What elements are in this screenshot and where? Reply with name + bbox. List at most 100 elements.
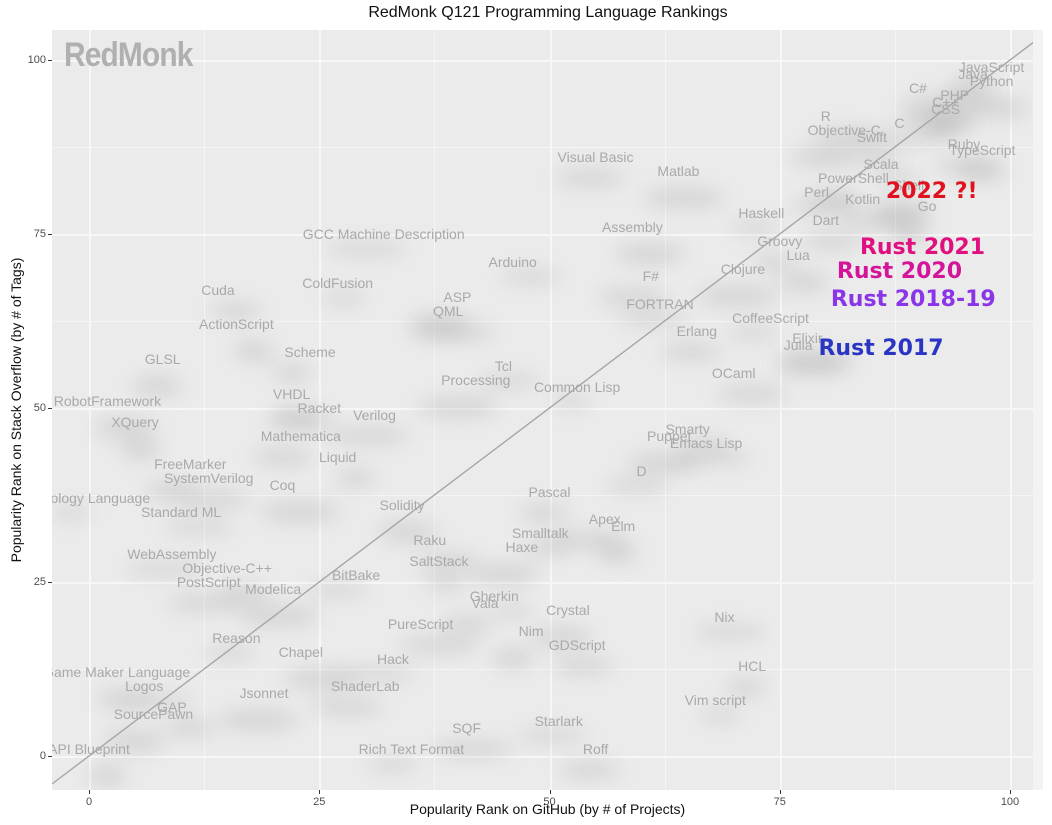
- language-label: SaltStack: [409, 553, 469, 570]
- density-blob: [518, 503, 569, 522]
- density-blob: [492, 603, 533, 618]
- x-tick-label: 0: [85, 796, 93, 808]
- gridline-horizontal: [52, 234, 1043, 236]
- plot-panel: RedMonk JavaScript Java Python C# PHP C++ CSS R…: [52, 30, 1043, 790]
- density-blob: [726, 677, 767, 696]
- rust-annotation: Rust 2020: [836, 259, 963, 285]
- language-label: Processing: [441, 372, 511, 389]
- reference-diagonal-line: [52, 34, 1043, 785]
- language-label: Dart: [812, 212, 840, 229]
- density-blob: [125, 562, 206, 577]
- language-label: Ontology Language: [52, 490, 151, 507]
- language-label: Liquid: [318, 448, 357, 465]
- language-label: Lua: [786, 246, 810, 263]
- language-label: PowerShell: [818, 170, 889, 187]
- language-label: JavaScript: [958, 58, 1025, 75]
- y-tick-mark: [48, 582, 52, 583]
- density-blob: [727, 325, 778, 340]
- language-label: Swift: [856, 128, 888, 145]
- language-label: Tcl: [494, 358, 512, 375]
- density-blob: [308, 583, 369, 598]
- density-blob: [553, 656, 614, 675]
- language-label: Puppet: [647, 427, 692, 444]
- gridline-horizontal: [52, 495, 1043, 496]
- density-blob: [500, 269, 561, 284]
- language-label: Python: [969, 72, 1014, 89]
- density-blob: [167, 594, 238, 612]
- density-blob: [368, 757, 419, 772]
- language-label: GLSL: [144, 351, 181, 368]
- x-tick-mark: [89, 790, 90, 794]
- density-blob: [919, 117, 960, 140]
- density-blob: [926, 116, 977, 131]
- panel-edge: [1033, 30, 1043, 790]
- language-label: Perl: [804, 184, 830, 201]
- density-blob: [335, 468, 376, 487]
- density-blob: [531, 625, 592, 648]
- language-label: Haskell: [738, 205, 785, 222]
- density-blob: [468, 563, 539, 586]
- gridline-vertical: [434, 30, 436, 790]
- density-blob: [325, 242, 406, 256]
- redmonk-watermark: RedMonk: [64, 36, 193, 74]
- language-label: Verilog: [353, 406, 396, 423]
- language-label: XQuery: [111, 413, 159, 430]
- rust-annotation: Rust 2018-19: [830, 287, 996, 313]
- chart-title: RedMonk Q121 Programming Language Rankin…: [368, 4, 728, 21]
- density-blob: [716, 385, 787, 404]
- x-tick-label: 25: [313, 796, 326, 808]
- density-blob: [680, 436, 731, 451]
- language-label: Reason: [212, 629, 261, 646]
- density-blob: [517, 729, 588, 744]
- density-blob: [791, 145, 862, 168]
- density-blob: [801, 232, 862, 251]
- density-blob: [559, 761, 620, 780]
- x-tick-label: 75: [773, 796, 786, 808]
- language-label: Game Maker Language: [52, 664, 191, 681]
- language-label: C++: [932, 93, 959, 110]
- gridline-vertical: [89, 30, 91, 790]
- gridline-horizontal: [52, 147, 1043, 148]
- density-blob: [615, 243, 686, 266]
- language-label: Rich Text Format: [358, 741, 465, 758]
- density-blob: [205, 645, 256, 660]
- density-blob: [266, 416, 337, 430]
- language-label: Standard ML: [141, 504, 222, 521]
- language-label: Logos: [125, 678, 164, 695]
- language-label: Arduino: [488, 253, 537, 270]
- language-label: VHDL: [272, 386, 311, 403]
- density-blob: [217, 709, 298, 732]
- density-blob: [597, 287, 668, 306]
- gridline-vertical: [894, 30, 896, 790]
- language-label: GAP: [157, 699, 187, 716]
- language-label: Elixir: [792, 330, 823, 347]
- x-tick-mark: [549, 790, 551, 794]
- language-label: Shell: [893, 177, 925, 194]
- language-label: ASP: [443, 288, 472, 305]
- density-blob: [554, 169, 625, 188]
- language-label: Objective-C++: [182, 560, 272, 577]
- density-blob: [424, 573, 465, 592]
- density-blob: [164, 520, 235, 535]
- y-tick-label: 25: [33, 576, 46, 588]
- language-label: Cuda: [201, 281, 235, 298]
- density-blob: [323, 290, 364, 305]
- y-axis-label: Popularity Rank on Stack Overflow (by # …: [8, 257, 24, 563]
- density-blob: [131, 375, 182, 398]
- language-label: Matlab: [657, 163, 700, 180]
- gridline-horizontal: [52, 582, 1043, 584]
- density-blob: [414, 322, 495, 341]
- language-label: Mathematica: [260, 427, 341, 444]
- density-blob: [942, 85, 993, 104]
- language-label: Erlang: [676, 323, 718, 340]
- language-label: Elm: [611, 518, 636, 535]
- language-label: Scala: [863, 156, 899, 173]
- density-blob: [432, 740, 513, 759]
- language-label: GDScript: [548, 636, 606, 653]
- density-blob: [879, 172, 920, 187]
- density-blob: [889, 222, 930, 245]
- language-label: Emacs Lisp: [669, 434, 743, 451]
- language-label: Smalltalk: [511, 525, 569, 542]
- language-label: C: [894, 114, 905, 131]
- language-label: Apex: [588, 511, 621, 528]
